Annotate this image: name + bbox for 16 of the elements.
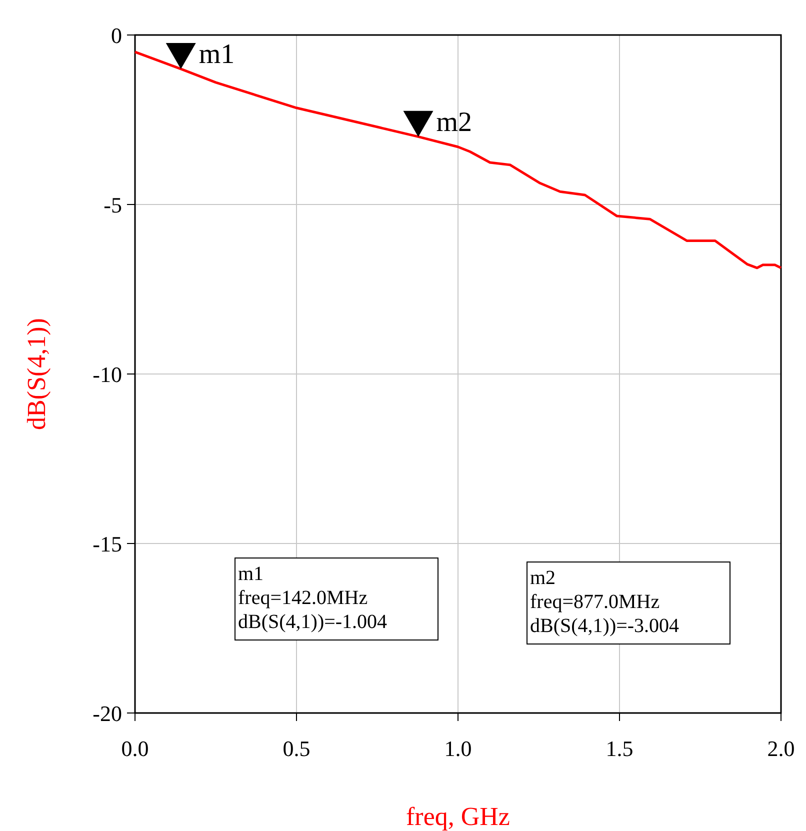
x-tick-label: 0.5 (282, 736, 310, 761)
x-tick-label: 0.0 (121, 736, 149, 761)
x-tick-label: 1.5 (606, 736, 634, 761)
annotation: m1 (198, 39, 235, 70)
y-tick-label: -5 (104, 192, 122, 218)
y-axis-title: dB(S(4,1)) (22, 318, 51, 430)
y-tick-label: -20 (92, 701, 122, 726)
y-tick-label: -15 (92, 532, 122, 556)
x-tick-label: 2.0 (767, 736, 795, 761)
y-tick-label: -10 (92, 362, 122, 387)
x-axis-title: freq, GHz (406, 802, 510, 831)
annotation: m2 freq=877.0MHz dB(S(4,1))=-3.004 (530, 567, 680, 637)
annotation: m1 freq=142.0MHz dB(S(4,1))=-1.004 (238, 563, 388, 633)
x-tick-label: 1.0 (444, 736, 472, 761)
y-tick-label: 0 (111, 23, 122, 48)
annotation: m2 (436, 106, 472, 138)
